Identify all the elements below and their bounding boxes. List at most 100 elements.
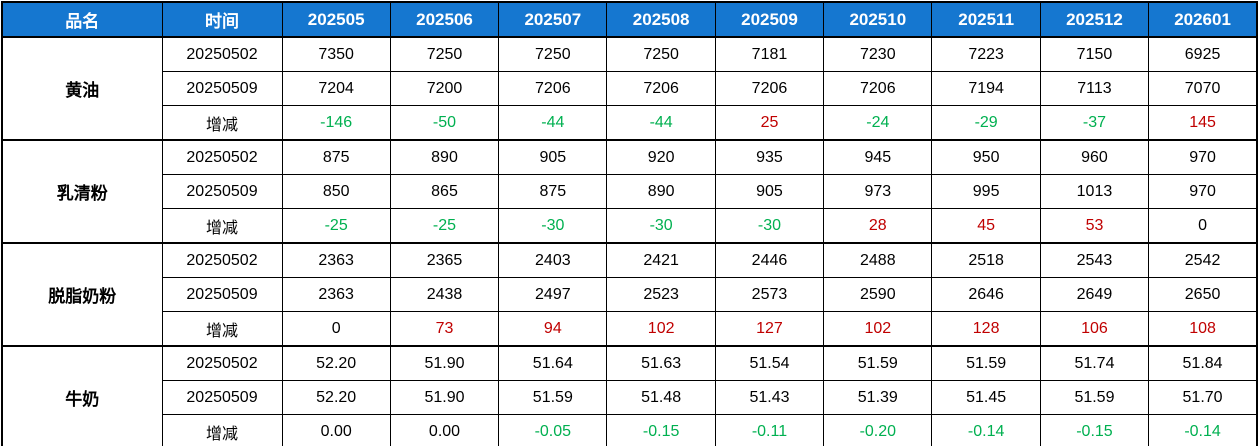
price-value-cell: 7206	[823, 71, 933, 106]
change-value-cell: 127	[714, 311, 825, 347]
change-value-cell: -30	[606, 208, 716, 244]
price-value-cell: 970	[1148, 174, 1258, 209]
price-value-cell: 920	[606, 139, 716, 175]
price-value-cell: 2543	[1039, 242, 1150, 278]
price-value-cell: 7250	[389, 36, 500, 72]
price-value-cell: 51.43	[714, 380, 825, 415]
date-row-label: 20250502	[161, 242, 283, 278]
price-value-cell: 875	[498, 174, 608, 209]
price-value-cell: 51.54	[714, 345, 825, 381]
table-row: 增减 -146 -50 -44 -44 25 -24 -29 -37 145	[2, 105, 1258, 141]
change-value-cell: 108	[1148, 311, 1258, 347]
column-header-period: 202510	[823, 1, 933, 38]
product-name: 乳清粉	[1, 139, 163, 244]
price-value-cell: 945	[823, 139, 933, 175]
price-value-cell: 51.70	[1148, 380, 1258, 415]
table-row: 20250509 7204 7200 7206 7206 7206 7206 7194 7113…	[2, 71, 1258, 106]
change-value-cell: -37	[1039, 105, 1150, 141]
table-row: 增减 0.00 0.00 -0.05 -0.15 -0.11 -0.20 -0.14 -0.15…	[2, 414, 1258, 446]
price-value-cell: 970	[1148, 139, 1258, 175]
table-row: 20250509 850 865 875 890 905 973 995 1013 970	[2, 174, 1258, 209]
change-row-label: 增减	[161, 105, 283, 141]
header-row: 品名 时间 202505 202506 202507 202508 202509 2025…	[1, 1, 1258, 38]
price-value-cell: 7150	[1039, 36, 1150, 72]
product-name: 牛奶	[1, 345, 163, 446]
column-header-period: 202601	[1148, 1, 1258, 38]
price-value-cell: 2518	[931, 242, 1041, 278]
price-value-cell: 2363	[281, 242, 391, 278]
date-row-label: 20250509	[161, 174, 283, 209]
column-header-period: 202509	[714, 1, 825, 38]
change-value-cell: 28	[823, 208, 933, 244]
price-value-cell: 960	[1039, 139, 1150, 175]
price-value-cell: 973	[823, 174, 933, 209]
change-row-label: 增减	[161, 208, 283, 244]
price-value-cell: 2421	[606, 242, 716, 278]
column-header-product: 品名	[1, 1, 163, 38]
price-value-cell: 2446	[714, 242, 825, 278]
price-value-cell: 875	[281, 139, 391, 175]
price-value-cell: 7070	[1148, 71, 1258, 106]
change-value-cell: 145	[1148, 105, 1258, 141]
change-value-cell: 106	[1039, 311, 1150, 347]
price-value-cell: 2363	[281, 277, 391, 312]
price-value-cell: 51.90	[389, 380, 500, 415]
price-value-cell: 7250	[606, 36, 716, 72]
price-value-cell: 905	[714, 174, 825, 209]
table-row: 乳清粉 20250502 875 890 905 920 935 945 950 960 970	[1, 139, 1258, 244]
price-value-cell: 51.84	[1148, 345, 1258, 381]
table-row: 增减 -25 -25 -30 -30 -30 28 45 53 0	[2, 208, 1258, 244]
price-value-cell: 51.64	[498, 345, 608, 381]
change-value-cell: -30	[714, 208, 825, 244]
change-value-cell: 53	[1039, 208, 1150, 244]
change-value-cell: -24	[823, 105, 933, 141]
price-value-cell: 2403	[498, 242, 608, 278]
column-header-period: 202506	[389, 1, 500, 38]
column-header-period: 202508	[606, 1, 716, 38]
price-value-cell: 51.39	[823, 380, 933, 415]
price-value-cell: 7223	[931, 36, 1041, 72]
price-value-cell: 7206	[498, 71, 608, 106]
change-value-cell: -0.14	[1148, 414, 1258, 446]
change-value-cell: -44	[498, 105, 608, 141]
table-row: 20250509 2363 2438 2497 2523 2573 2590 2646 2649…	[2, 277, 1258, 312]
column-header-period: 202505	[281, 1, 391, 38]
table-row: 牛奶 20250502 52.20 51.90 51.64 51.63 51.54 51.59…	[1, 345, 1258, 446]
column-header-period: 202512	[1039, 1, 1150, 38]
date-row-label: 20250509	[161, 380, 283, 415]
price-value-cell: 2590	[823, 277, 933, 312]
price-value-cell: 1013	[1039, 174, 1150, 209]
change-value-cell: -25	[389, 208, 500, 244]
price-value-cell: 935	[714, 139, 825, 175]
price-value-cell: 2438	[389, 277, 500, 312]
price-value-cell: 2497	[498, 277, 608, 312]
price-value-cell: 2573	[714, 277, 825, 312]
price-value-cell: 7350	[281, 36, 391, 72]
change-value-cell: -0.11	[714, 414, 825, 446]
price-value-cell: 2542	[1148, 242, 1258, 278]
date-row-label: 20250509	[161, 71, 283, 106]
change-value-cell: 25	[714, 105, 825, 141]
table-row: 增减 0 73 94 102 127 102 128 106 108	[2, 311, 1258, 347]
price-value-cell: 2365	[389, 242, 500, 278]
price-value-cell: 7206	[714, 71, 825, 106]
price-value-cell: 2646	[931, 277, 1041, 312]
change-value-cell: 94	[498, 311, 608, 347]
date-row-label: 20250502	[161, 345, 283, 381]
column-header-period: 202511	[931, 1, 1041, 38]
price-value-cell: 7250	[498, 36, 608, 72]
price-value-cell: 51.74	[1039, 345, 1150, 381]
product-name: 黄油	[1, 36, 163, 141]
price-value-cell: 7206	[606, 71, 716, 106]
price-value-cell: 51.45	[931, 380, 1041, 415]
price-value-cell: 2649	[1039, 277, 1150, 312]
table-row: 20250509 52.20 51.90 51.59 51.48 51.43 51.39 51…	[2, 380, 1258, 415]
change-value-cell: 45	[931, 208, 1041, 244]
price-value-cell: 890	[389, 139, 500, 175]
change-value-cell: -0.05	[498, 414, 608, 446]
product-name: 脱脂奶粉	[1, 242, 163, 347]
change-value-cell: 102	[606, 311, 716, 347]
change-value-cell: -0.15	[606, 414, 716, 446]
change-row-label: 增减	[161, 311, 283, 347]
